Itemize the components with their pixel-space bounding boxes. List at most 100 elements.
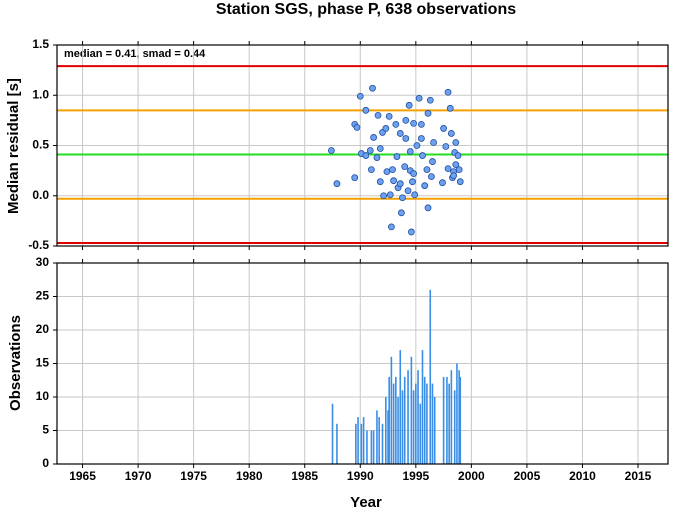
point xyxy=(439,179,446,187)
point xyxy=(421,182,429,190)
y-tick-label: 1.0 xyxy=(32,87,49,101)
point xyxy=(446,104,454,112)
point xyxy=(427,173,435,181)
bar xyxy=(403,376,406,464)
plot-frame xyxy=(56,44,669,247)
y-tick-label: 20 xyxy=(36,322,50,336)
point xyxy=(417,135,425,142)
y-tick-label: 5 xyxy=(42,423,49,437)
point xyxy=(430,139,437,146)
bar xyxy=(392,383,395,464)
point xyxy=(444,165,452,173)
point xyxy=(402,116,410,124)
point xyxy=(392,120,400,128)
y-tick-label: 10 xyxy=(36,389,50,403)
y-tick-label: 15 xyxy=(36,356,50,370)
bar xyxy=(385,397,387,464)
point xyxy=(396,180,404,188)
point xyxy=(351,174,359,182)
point xyxy=(390,177,398,185)
bar xyxy=(355,423,357,464)
bar xyxy=(442,376,445,464)
point xyxy=(410,119,418,127)
bar xyxy=(395,376,397,464)
bar xyxy=(390,356,393,464)
x-tick-label: 1965 xyxy=(69,469,96,483)
y-tick-label: 0.5 xyxy=(32,138,49,152)
point xyxy=(423,166,431,174)
y-tick-label: 0 xyxy=(42,456,49,470)
point xyxy=(419,152,426,159)
point xyxy=(362,152,370,159)
point xyxy=(407,228,415,236)
point xyxy=(327,147,335,154)
y-tick-label: 30 xyxy=(36,255,50,269)
bar xyxy=(357,417,359,464)
point xyxy=(401,163,409,171)
bar xyxy=(419,403,422,464)
point xyxy=(426,96,434,104)
point xyxy=(440,125,447,132)
point xyxy=(353,124,361,131)
bar xyxy=(370,430,373,464)
point xyxy=(405,101,413,109)
chart-title: Station SGS, phase P, 638 observations xyxy=(216,1,516,18)
bar xyxy=(421,350,424,464)
y-tick-label: 25 xyxy=(36,289,50,303)
bar xyxy=(401,390,404,464)
x-tick-label: 2015 xyxy=(625,469,652,483)
y-tick-label: 0.0 xyxy=(32,188,49,202)
x-tick-label: 2005 xyxy=(514,469,541,483)
point xyxy=(410,170,418,178)
point xyxy=(409,178,416,186)
bar xyxy=(423,376,426,464)
point xyxy=(417,120,425,128)
point xyxy=(380,192,388,200)
bar xyxy=(456,363,458,464)
x-tick-label: 1990 xyxy=(347,469,374,483)
point xyxy=(454,152,462,159)
bar xyxy=(426,383,428,464)
bar xyxy=(410,356,413,464)
point xyxy=(373,154,381,161)
bar xyxy=(331,403,334,464)
bar xyxy=(362,417,365,464)
point xyxy=(429,158,436,165)
x-tick-label: 1995 xyxy=(402,469,429,483)
point xyxy=(404,187,412,195)
bar xyxy=(417,370,419,464)
point xyxy=(413,142,421,149)
bar xyxy=(412,390,415,464)
bar xyxy=(388,376,390,464)
point xyxy=(374,111,382,119)
bar xyxy=(415,383,417,464)
point xyxy=(370,134,378,141)
point xyxy=(406,148,414,155)
x-tick-label: 1975 xyxy=(180,469,207,483)
bar xyxy=(378,417,380,464)
point xyxy=(452,139,460,146)
point xyxy=(450,172,457,180)
point xyxy=(362,106,370,114)
point xyxy=(376,145,384,152)
bar xyxy=(376,410,378,464)
point xyxy=(393,153,401,160)
bar xyxy=(360,423,363,464)
point xyxy=(383,168,391,176)
point xyxy=(456,178,464,186)
x-axis-label: Year xyxy=(350,494,382,511)
point xyxy=(442,143,450,150)
bar xyxy=(372,430,375,464)
point xyxy=(386,191,394,199)
point xyxy=(387,223,395,231)
bar xyxy=(387,410,389,464)
plot-frame xyxy=(56,262,669,465)
point xyxy=(402,135,410,142)
point xyxy=(452,161,460,168)
point xyxy=(411,191,419,199)
x-tick-label: 1980 xyxy=(236,469,263,483)
bar xyxy=(399,350,402,464)
bar xyxy=(446,376,448,464)
bar xyxy=(453,390,456,464)
